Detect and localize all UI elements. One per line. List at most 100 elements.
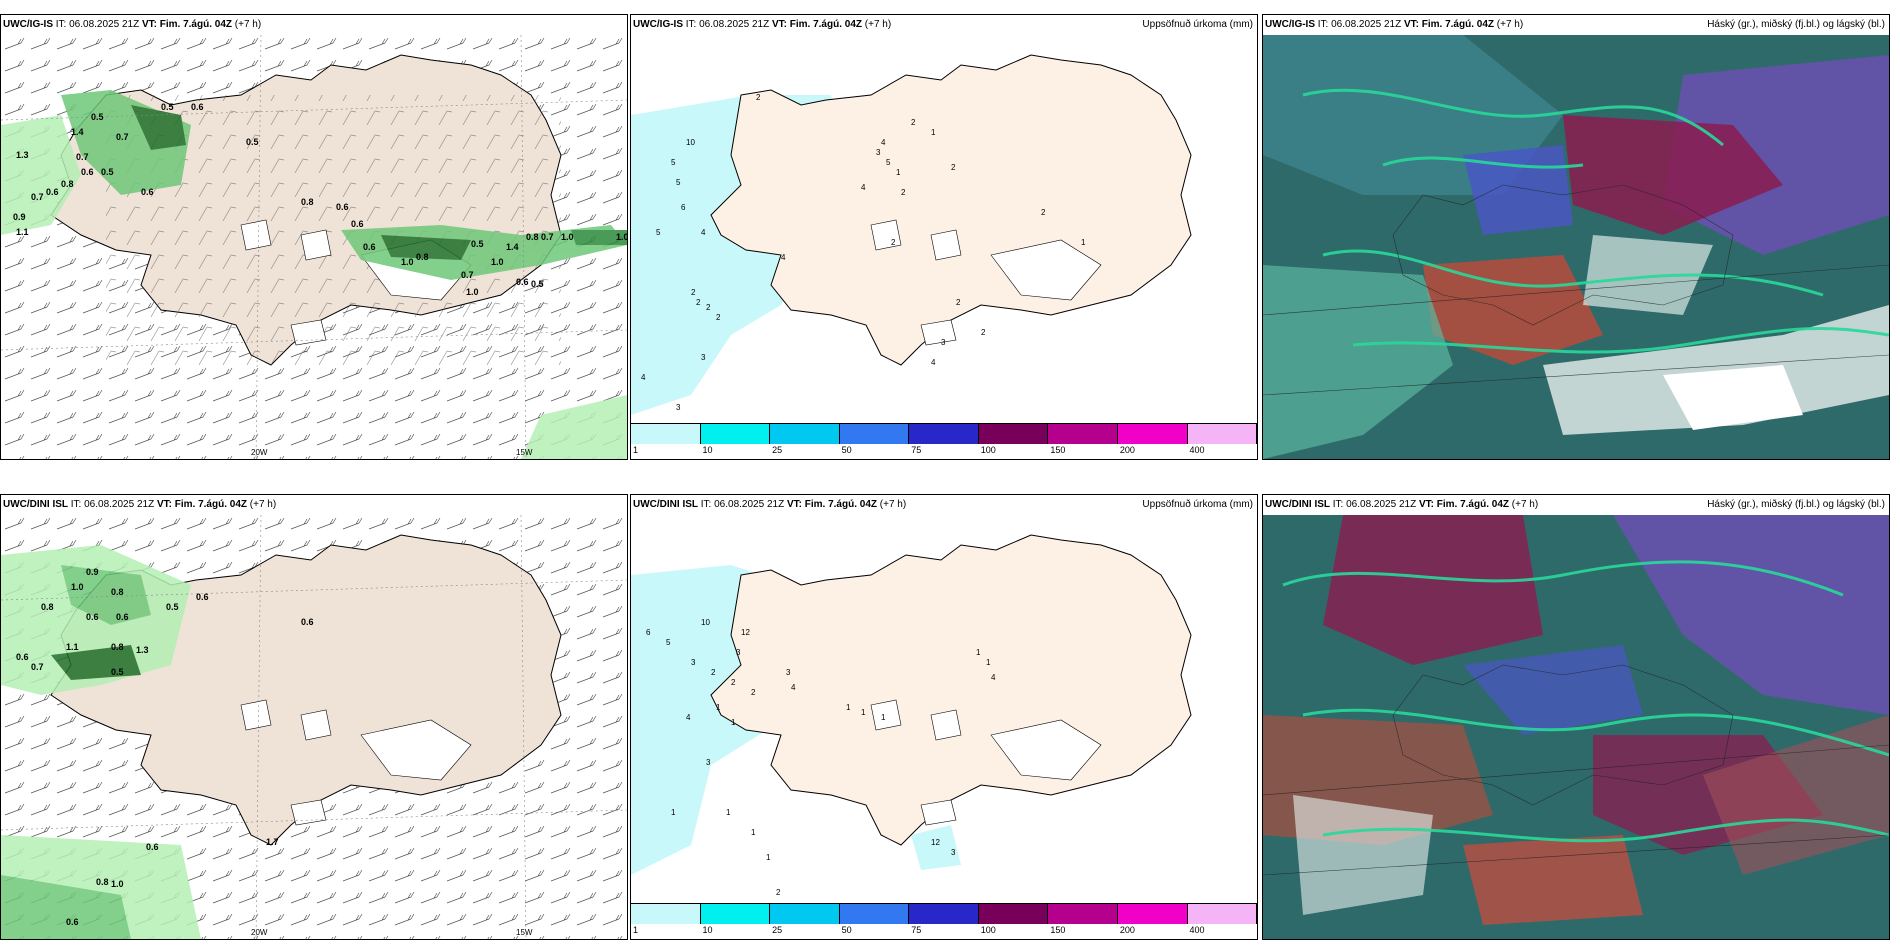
panel-header: UWC/DINI ISL IT: 06.08.2025 21Z VT: Fim.… — [631, 495, 1257, 515]
precip-legend: 1 10 25 50 75 100 150 200 400 — [631, 423, 1257, 459]
svg-text:12: 12 — [931, 838, 940, 847]
svg-text:1: 1 — [726, 808, 731, 817]
legend-swatch — [631, 424, 701, 444]
precip-legend: 1 10 25 50 75 100 150 200 400 — [631, 903, 1257, 939]
svg-text:2: 2 — [901, 188, 906, 197]
svg-text:6: 6 — [646, 628, 651, 637]
svg-text:4: 4 — [791, 683, 796, 692]
svg-text:1.1: 1.1 — [16, 227, 29, 237]
svg-text:20W: 20W — [251, 448, 268, 457]
svg-text:0.5: 0.5 — [471, 239, 484, 249]
legend-tick-label: 150 — [1050, 445, 1066, 455]
field-title: Háský (gr.), miðský (fj.bl.) og lágský (… — [1707, 19, 1885, 30]
panel-header: UWC/IG-IS IT: 06.08.2025 21Z VT: Fim. 7.… — [1263, 15, 1889, 35]
svg-text:2: 2 — [731, 678, 736, 687]
legend-swatch — [631, 904, 701, 924]
svg-text:1.3: 1.3 — [16, 150, 29, 160]
legend-swatch — [909, 424, 979, 444]
svg-text:2: 2 — [716, 313, 721, 322]
svg-text:0.8: 0.8 — [301, 197, 314, 207]
map-area — [1263, 35, 1889, 459]
svg-text:0.7: 0.7 — [31, 662, 44, 672]
panel-header: UWC/IG-IS IT: 06.08.2025 21Z VT: Fim. 7.… — [631, 15, 1257, 35]
svg-text:0.6: 0.6 — [191, 102, 204, 112]
precip-values: 0.5 0.61.4 0.50.70.7 0.6 0.51.3 0.7 0.60.8 … — [13, 102, 627, 297]
svg-text:4: 4 — [781, 253, 786, 262]
svg-text:0.8: 0.8 — [111, 642, 124, 652]
svg-text:4: 4 — [881, 138, 886, 147]
svg-text:0.8: 0.8 — [96, 877, 109, 887]
field-title: Háský (gr.), miðský (fj.bl.) og lágský (… — [1707, 499, 1885, 510]
init-time: IT: 06.08.2025 21Z — [55, 19, 140, 30]
svg-text:1.7: 1.7 — [266, 837, 279, 847]
svg-text:0.6: 0.6 — [86, 612, 99, 622]
svg-text:1: 1 — [881, 713, 886, 722]
legend-swatch — [770, 904, 840, 924]
svg-text:2: 2 — [776, 888, 781, 897]
legend-swatch — [770, 424, 840, 444]
svg-text:0.6: 0.6 — [336, 202, 349, 212]
svg-text:0.5: 0.5 — [531, 279, 544, 289]
panel-header: UWC/IG-IS IT: 06.08.2025 21Z VT: Fim. 7.… — [1, 15, 627, 35]
legend-swatch — [1117, 424, 1188, 444]
svg-text:0.5: 0.5 — [101, 167, 114, 177]
legend-tick-label: 1 — [633, 925, 639, 935]
legend-swatch — [978, 424, 1049, 444]
svg-text:4: 4 — [991, 673, 996, 682]
svg-text:1.0: 1.0 — [401, 257, 414, 267]
svg-text:0.6: 0.6 — [146, 842, 159, 852]
svg-text:1: 1 — [731, 718, 736, 727]
svg-text:1.0: 1.0 — [466, 287, 479, 297]
svg-text:0.6: 0.6 — [363, 242, 376, 252]
svg-text:1: 1 — [861, 708, 866, 717]
svg-text:5: 5 — [656, 228, 661, 237]
legend-swatch — [700, 424, 771, 444]
svg-text:0.7: 0.7 — [461, 270, 474, 280]
svg-text:1: 1 — [846, 703, 851, 712]
svg-text:4: 4 — [931, 358, 936, 367]
svg-text:1.0: 1.0 — [561, 232, 574, 242]
legend-tick-label: 50 — [841, 445, 852, 455]
svg-text:1.1: 1.1 — [66, 642, 79, 652]
accum-precip-map-dini: UWC/DINI ISL IT: 06.08.2025 21Z VT: Fim.… — [630, 494, 1258, 940]
svg-text:15W: 15W — [516, 448, 533, 457]
svg-text:0.6: 0.6 — [141, 187, 154, 197]
svg-text:4: 4 — [701, 228, 706, 237]
svg-text:5: 5 — [671, 158, 676, 167]
legend-tick-label: 10 — [702, 445, 713, 455]
svg-text:0.5: 0.5 — [246, 137, 259, 147]
svg-text:0.9: 0.9 — [13, 212, 26, 222]
legend-swatch — [1117, 904, 1188, 924]
svg-text:0.6: 0.6 — [301, 617, 314, 627]
svg-text:0.6: 0.6 — [46, 187, 59, 197]
legend-tick-label: 25 — [772, 445, 783, 455]
svg-text:3: 3 — [706, 758, 711, 767]
svg-text:1.4: 1.4 — [71, 127, 84, 137]
svg-text:3: 3 — [691, 658, 696, 667]
legend-tick-label: 100 — [980, 925, 996, 935]
svg-text:0.8: 0.8 — [111, 587, 124, 597]
svg-text:2: 2 — [951, 163, 956, 172]
svg-text:3: 3 — [941, 338, 946, 347]
svg-text:0.7: 0.7 — [31, 192, 44, 202]
legend-swatch — [1187, 424, 1257, 444]
svg-text:1: 1 — [671, 808, 676, 817]
legend-tick-label: 75 — [911, 925, 922, 935]
legend-tick-label: 50 — [841, 925, 852, 935]
cloud-map-igis: UWC/IG-IS IT: 06.08.2025 21Z VT: Fim. 7.… — [1262, 14, 1890, 460]
svg-text:2: 2 — [706, 303, 711, 312]
svg-text:2: 2 — [891, 238, 896, 247]
legend-swatch — [1048, 424, 1118, 444]
svg-text:4: 4 — [686, 713, 691, 722]
field-title: Uppsöfnuð úrkoma (mm) — [1142, 499, 1253, 510]
svg-text:1: 1 — [716, 703, 721, 712]
wind-precip-map-igis: UWC/IG-IS IT: 06.08.2025 21Z VT: Fim. 7.… — [0, 14, 628, 460]
svg-text:5: 5 — [886, 158, 891, 167]
svg-text:1: 1 — [766, 853, 771, 862]
svg-text:2: 2 — [691, 288, 696, 297]
legend-swatch — [978, 904, 1049, 924]
accum-precip-map-igis: UWC/IG-IS IT: 06.08.2025 21Z VT: Fim. 7.… — [630, 14, 1258, 460]
map-area: 0.9 1.0 0.8 0.8 0.6 0.6 0.5 0.6 1.1 0.8 1.3 0.6 … — [1, 515, 627, 939]
